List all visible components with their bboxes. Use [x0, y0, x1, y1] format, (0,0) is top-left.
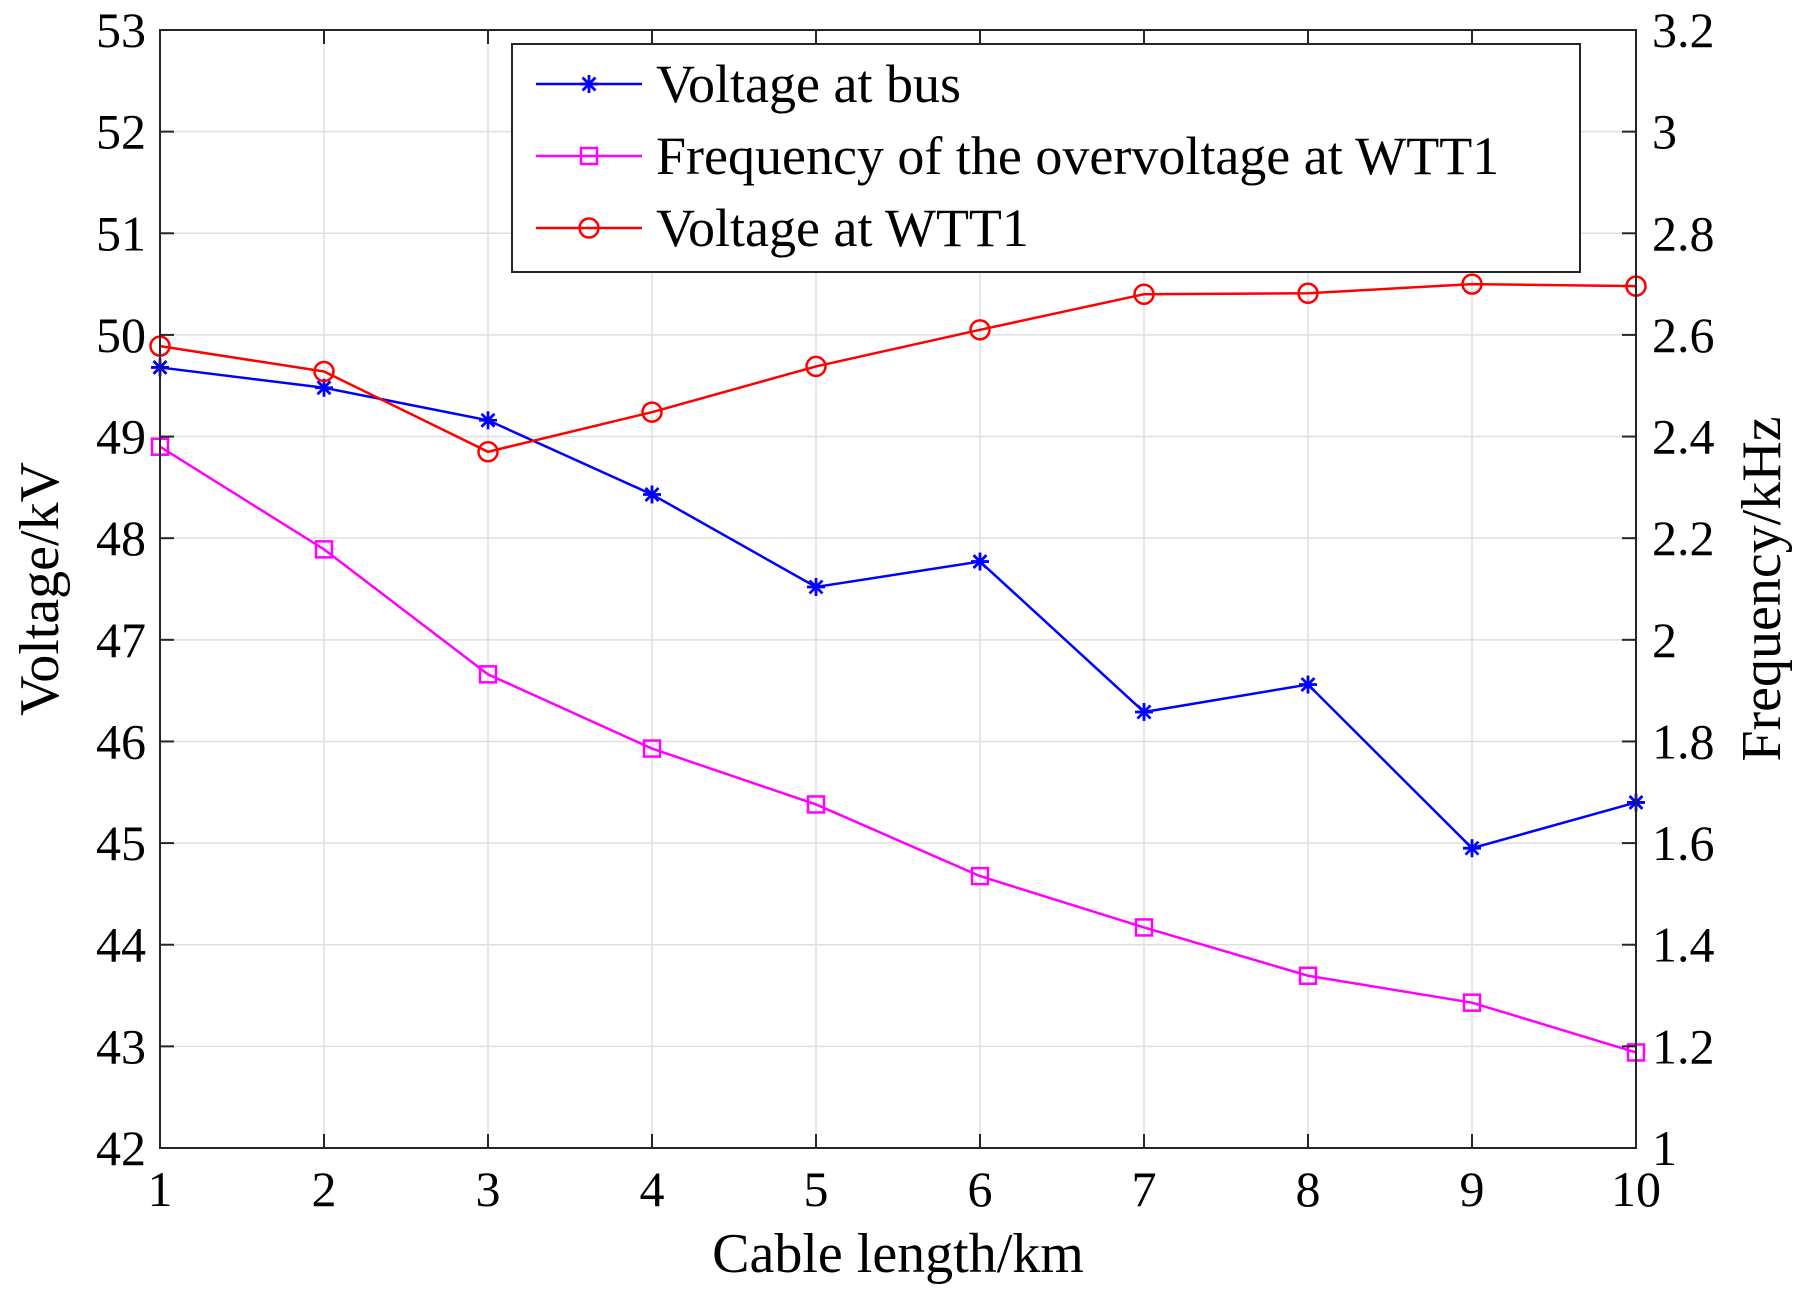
- data-point-circle: [805, 355, 827, 378]
- x-tick-label: 2: [312, 1161, 337, 1217]
- data-point-asterisk: [315, 378, 333, 397]
- data-point-square: [806, 795, 826, 814]
- axis-tick-labels: 1 2 3 4 5 6 7 8 9 1042434445464748495051525311.21…: [96, 2, 1715, 1217]
- x-tick-label: 10: [1611, 1161, 1661, 1217]
- data-point-square: [642, 739, 662, 758]
- x-tick-label: 1: [148, 1161, 173, 1217]
- axis-ticks: [159, 29, 1637, 1149]
- x-tick-label: 9: [1460, 1161, 1485, 1217]
- y-left-tick-label: 46: [96, 713, 146, 769]
- y-left-tick-label: 48: [96, 510, 146, 566]
- y-left-tick-label: 50: [96, 307, 146, 363]
- y-left-tick-label: 47: [96, 612, 146, 668]
- legend-box: [511, 43, 1581, 273]
- series-line: [159, 445, 1637, 1054]
- data-point-square: [478, 665, 498, 684]
- legend-entry: Voltage at bus: [536, 54, 961, 114]
- legend-label: Frequency of the overvoltage at WTT1: [656, 126, 1499, 186]
- data-point-asterisk: [807, 577, 825, 596]
- series-voltage-at-wtt1: [149, 273, 1647, 463]
- data-point-asterisk: [643, 485, 661, 504]
- legend-label: Voltage at bus: [656, 54, 961, 114]
- x-axis-title: Cable length/km: [712, 1223, 1084, 1285]
- data-point-asterisk: [971, 552, 989, 571]
- y-right-tick-label: 1: [1652, 1120, 1677, 1176]
- data-point-circle: [313, 360, 335, 383]
- data-point-asterisk: [580, 75, 598, 93]
- y-left-tick-label: 49: [96, 409, 146, 465]
- x-tick-label: 7: [1132, 1161, 1157, 1217]
- y-left-tick-label: 53: [96, 2, 146, 58]
- data-point-asterisk: [1135, 702, 1153, 721]
- y-axis-left-title: Voltage/kV: [9, 462, 71, 716]
- x-tick-label: 8: [1296, 1161, 1321, 1217]
- x-tick-label: 6: [968, 1161, 993, 1217]
- y-left-tick-label: 44: [96, 917, 146, 973]
- y-left-tick-label: 43: [96, 1018, 146, 1074]
- data-point-circle: [1461, 273, 1483, 295]
- data-point-asterisk: [1463, 839, 1481, 858]
- legend-entry: Voltage at WTT1: [536, 198, 1029, 258]
- data-point-circle: [641, 401, 663, 423]
- y-left-tick-label: 45: [96, 815, 146, 871]
- y-right-tick-label: 1.8: [1652, 713, 1715, 769]
- data-point-square: [314, 540, 334, 559]
- data-point-circle: [1133, 283, 1155, 306]
- x-tick-label: 3: [476, 1161, 501, 1217]
- y-left-tick-label: 51: [96, 205, 146, 261]
- data-point-circle: [1297, 282, 1319, 304]
- data-point-asterisk: [1299, 675, 1317, 694]
- data-point-square: [579, 146, 599, 166]
- series-voltage-at-bus: [151, 358, 1645, 858]
- y-right-tick-label: 2.8: [1652, 205, 1715, 261]
- y-right-tick-label: 2.2: [1652, 510, 1715, 566]
- legend-label: Voltage at WTT1: [656, 198, 1029, 258]
- data-point-square: [1134, 918, 1154, 937]
- y-right-tick-label: 2.4: [1652, 409, 1715, 465]
- series-line: [159, 282, 1637, 454]
- data-point-square: [1462, 993, 1482, 1012]
- x-tick-label: 4: [640, 1161, 665, 1217]
- series-line: [159, 366, 1637, 850]
- y-right-tick-label: 3.2: [1652, 2, 1715, 58]
- series-layer: [149, 273, 1647, 1062]
- data-point-circle: [477, 441, 499, 463]
- y-right-tick-label: 1.2: [1652, 1018, 1715, 1074]
- data-point-circle: [578, 217, 600, 239]
- y-right-tick-label: 2: [1652, 612, 1677, 668]
- data-point-circle: [969, 319, 991, 341]
- y-left-tick-label: 42: [96, 1120, 146, 1176]
- y-left-tick-label: 52: [96, 104, 146, 160]
- y-axis-right-title: Frequency/kHz: [1731, 416, 1793, 761]
- y-right-tick-label: 1.6: [1652, 815, 1715, 871]
- x-tick-label: 5: [804, 1161, 829, 1217]
- data-point-square: [1298, 966, 1318, 985]
- y-right-tick-label: 2.6: [1652, 307, 1715, 363]
- plot-frame: [159, 29, 1637, 1149]
- y-right-tick-label: 1.4: [1652, 917, 1715, 973]
- data-point-asterisk: [479, 411, 497, 430]
- legend: Voltage at bus Frequency of the overvolta…: [511, 43, 1581, 273]
- data-point-square: [970, 866, 990, 886]
- y-right-tick-label: 3: [1652, 104, 1677, 160]
- legend-entry: Frequency of the overvoltage at WTT1: [536, 126, 1499, 186]
